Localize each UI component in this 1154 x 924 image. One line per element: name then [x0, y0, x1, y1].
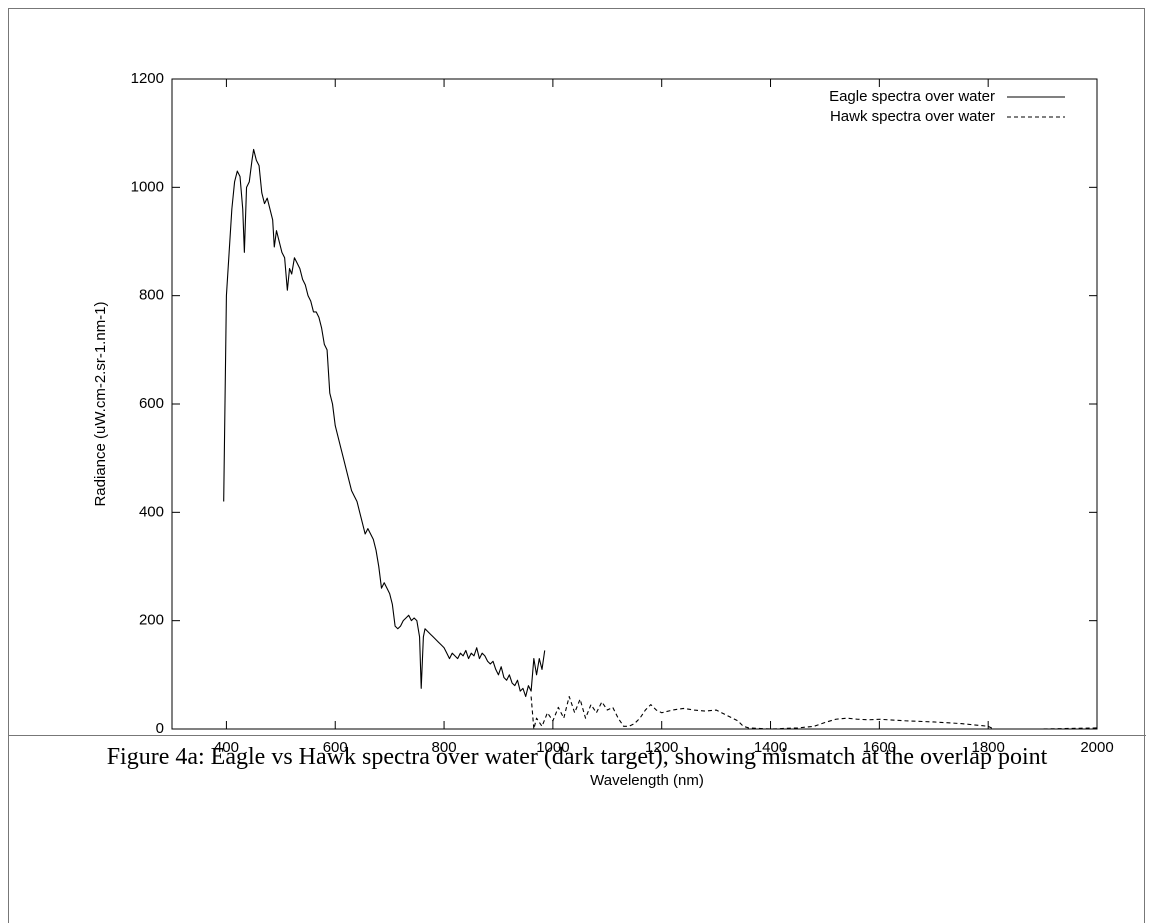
- figure-frame: [8, 8, 1145, 923]
- y-tick-label: 200: [139, 612, 164, 629]
- x-tick-label: 800: [432, 739, 457, 756]
- x-tick-label: 1600: [863, 739, 896, 756]
- x-tick-label: 600: [323, 739, 348, 756]
- x-tick-label: 1200: [645, 739, 678, 756]
- y-tick-label: 400: [139, 503, 164, 520]
- y-axis-label: Radiance (uW.cm-2.sr-1.nm-1): [92, 301, 109, 506]
- x-axis-label: Wavelength (nm): [590, 772, 704, 789]
- y-tick-label: 600: [139, 395, 164, 412]
- x-tick-label: 400: [214, 739, 239, 756]
- x-tick-label: 1400: [754, 739, 787, 756]
- figure-caption: Figure 4a: Eagle vs Hawk spectra over wa…: [106, 744, 1048, 770]
- y-tick-label: 0: [156, 720, 164, 737]
- legend-label: Hawk spectra over water: [830, 108, 995, 125]
- y-tick-label: 800: [139, 287, 164, 304]
- y-tick-label: 1000: [131, 178, 164, 195]
- caption-separator: [8, 735, 1146, 736]
- legend-label: Eagle spectra over water: [829, 88, 995, 105]
- data-line: [530, 695, 1098, 730]
- data-line: [223, 148, 546, 698]
- x-tick-label: 1800: [971, 739, 1004, 756]
- plot-frame: [171, 78, 1098, 730]
- y-tick-label: 1200: [131, 70, 164, 87]
- x-tick-label: 2000: [1080, 739, 1113, 756]
- x-tick-label: 1000: [536, 739, 569, 756]
